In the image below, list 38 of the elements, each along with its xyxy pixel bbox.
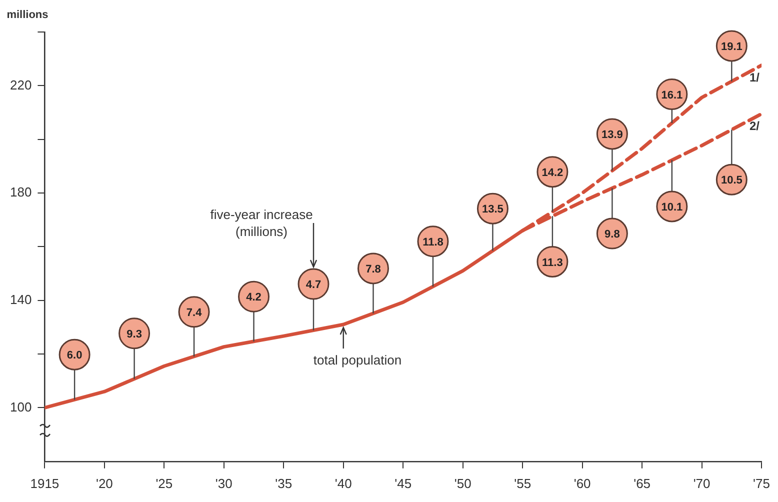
x-tick-label: '20	[96, 476, 113, 491]
y-axis-title: millions	[6, 9, 48, 21]
annotation: 7.4	[186, 306, 203, 319]
x-tick-label: '55	[514, 476, 532, 491]
x-tick-label: 1915	[30, 476, 60, 491]
series-label: 2/	[750, 118, 760, 133]
x-tick-label: '25	[156, 476, 173, 491]
annotation: 4.2	[246, 292, 262, 304]
x-tick-label: '65	[634, 476, 651, 491]
y-tick-label: 140	[10, 292, 32, 307]
x-tick-label: '70	[693, 476, 710, 491]
x-tick-label: '75	[753, 476, 770, 491]
y-tick-label: 220	[10, 77, 32, 92]
annotation: 13.5	[482, 204, 504, 216]
annotation: 13.9	[601, 129, 623, 142]
annotation: 19.1	[720, 40, 742, 53]
annotation: 11.8	[422, 236, 444, 248]
y-tick-label: 180	[10, 184, 32, 200]
annotation: 9.3	[126, 328, 142, 340]
annotation: 11.3	[542, 256, 563, 269]
annotation: 6.0	[66, 350, 82, 362]
x-tick-label: '50	[454, 476, 472, 491]
annotation: 10.5	[720, 174, 742, 187]
series-label: 1/	[750, 70, 760, 84]
x-tick-label: '40	[334, 476, 352, 491]
annotation: 9.8	[604, 228, 620, 241]
x-tick-label: '45	[394, 476, 412, 491]
annotation: 10.1	[661, 201, 683, 214]
annotation: 14.2	[542, 166, 564, 179]
annotation: 7.8	[366, 263, 381, 276]
annotation: 4.7	[306, 279, 322, 292]
x-tick-label: '35	[275, 476, 292, 491]
annotation: five-year increase (millions)	[210, 207, 313, 240]
x-tick-label: '60	[574, 476, 591, 491]
annotation: 16.1	[661, 89, 683, 102]
x-tick-label: '30	[215, 476, 232, 491]
annotation: total population	[313, 352, 402, 368]
y-tick-label: 100	[10, 399, 32, 414]
